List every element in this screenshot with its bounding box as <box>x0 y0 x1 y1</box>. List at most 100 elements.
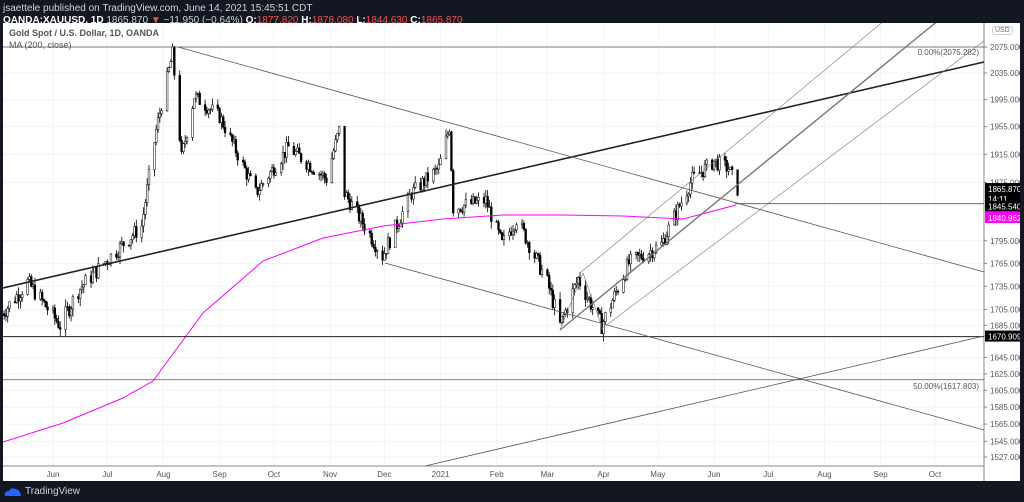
low-label: L: <box>356 15 366 26</box>
candle <box>591 307 594 310</box>
candle <box>80 286 84 290</box>
candle <box>654 244 658 254</box>
y-tick-label: 2075.000 <box>990 43 1020 52</box>
candle <box>638 253 641 256</box>
x-tick-label: Jul <box>102 470 112 479</box>
candle <box>28 276 31 280</box>
descending-parallel <box>384 262 985 431</box>
candle <box>155 128 158 143</box>
close-label: C: <box>410 15 421 26</box>
candle <box>446 133 449 137</box>
candle <box>636 252 640 256</box>
candle <box>470 199 473 204</box>
candle <box>424 172 428 186</box>
candle <box>84 275 87 286</box>
candle <box>31 284 35 287</box>
candle <box>448 131 451 135</box>
candle <box>247 173 250 180</box>
candle <box>93 267 96 273</box>
candle <box>515 224 518 231</box>
candle <box>388 237 391 249</box>
candle <box>165 71 169 111</box>
candle <box>381 250 384 261</box>
chart-frame[interactable]: 2075.000 2035.000 1995.000 1955.000 1915.000… <box>3 23 1020 481</box>
candle <box>117 256 120 259</box>
long-trendline <box>3 61 985 289</box>
candle <box>153 142 156 170</box>
candle <box>462 204 466 213</box>
candle <box>587 297 591 299</box>
candle <box>457 208 460 214</box>
candle <box>435 168 439 170</box>
candle <box>486 196 489 208</box>
candle <box>91 271 94 283</box>
candle <box>256 186 259 195</box>
candle <box>414 182 417 188</box>
candle <box>260 183 263 191</box>
x-tick-label: Sep <box>212 470 227 479</box>
candle <box>77 296 80 299</box>
candle <box>649 250 652 255</box>
candle <box>385 253 388 255</box>
y-tick-label: 1545.000 <box>990 437 1020 446</box>
price-label-value: 1845.540 <box>988 203 1020 212</box>
candle <box>269 171 272 179</box>
publisher-line: jsaettele published on TradingView.com, … <box>3 3 313 14</box>
candle <box>558 299 562 323</box>
candle <box>357 206 361 222</box>
candle <box>725 159 728 172</box>
y-tick-label: 1955.000 <box>990 123 1020 132</box>
candle <box>535 253 538 259</box>
price-label: 1670.909 <box>985 330 1020 342</box>
candle <box>615 290 618 293</box>
candle <box>629 253 632 264</box>
candle <box>397 226 401 229</box>
candle <box>477 197 480 201</box>
candle <box>258 190 261 195</box>
candle <box>609 307 612 313</box>
y-tick-label: 1795.000 <box>990 237 1020 246</box>
candle <box>236 152 239 161</box>
candle <box>528 242 531 253</box>
candle <box>205 110 209 114</box>
candle <box>473 196 477 204</box>
candle <box>323 172 326 179</box>
candle <box>283 151 286 158</box>
candle <box>216 104 219 109</box>
candle <box>144 202 147 215</box>
candle <box>475 200 478 204</box>
x-tick-label: Oct <box>268 470 281 479</box>
candle <box>421 178 424 191</box>
open-value: 1877.820 <box>256 15 299 26</box>
candle <box>345 192 348 197</box>
candle <box>296 147 299 152</box>
candle <box>318 173 321 176</box>
symbol: OANDA:XAUUSD, 1D <box>3 15 104 26</box>
candle <box>44 300 47 308</box>
currency-badge[interactable]: USD <box>992 26 1013 35</box>
candle <box>703 164 707 177</box>
candle <box>142 214 145 227</box>
candle <box>343 125 346 197</box>
candle <box>537 253 540 256</box>
candle <box>432 168 435 182</box>
candle <box>499 229 502 233</box>
candle <box>551 289 554 308</box>
candle <box>488 206 491 208</box>
candle <box>234 139 238 154</box>
y-tick-label: 1875.000 <box>990 179 1020 188</box>
candle <box>370 232 373 245</box>
fib-50-label: 50.00%(1617.803) <box>913 382 979 391</box>
candle <box>242 159 245 163</box>
candle <box>122 241 125 247</box>
y-tick-label: 2035.000 <box>990 69 1020 78</box>
candle <box>361 212 364 225</box>
candle <box>419 182 422 191</box>
candle <box>524 228 527 244</box>
candle <box>15 294 18 303</box>
candle <box>298 147 301 154</box>
candle <box>196 92 200 95</box>
candle <box>539 255 542 275</box>
price-chart[interactable]: 2075.000 2035.000 1995.000 1955.000 1915.000… <box>3 23 1020 481</box>
candle <box>386 237 390 255</box>
